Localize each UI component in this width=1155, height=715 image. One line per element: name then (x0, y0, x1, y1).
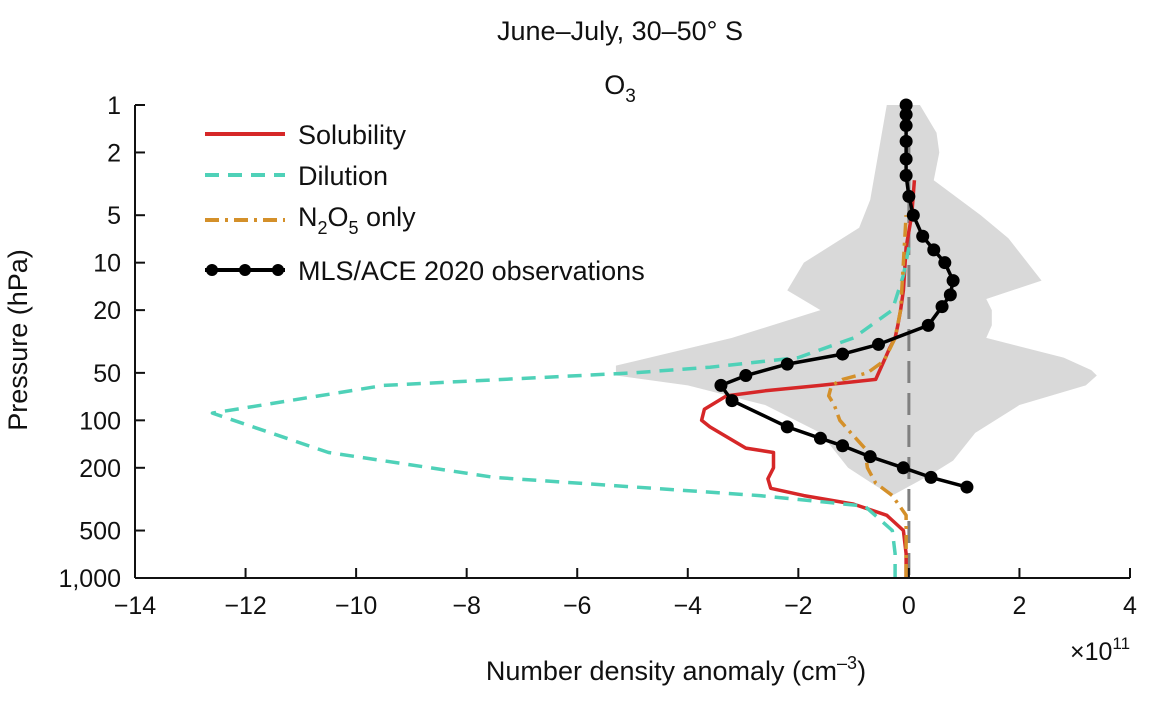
legend-label-observations: MLS/ACE 2020 observations (298, 256, 645, 286)
legend-label-n2o5: N2O5 only (298, 202, 416, 238)
data-point-mls-ace-2020-observations-19 (916, 229, 930, 243)
data-point-mls-ace-2020-observations-13 (921, 318, 935, 332)
data-point-mls-ace-2020-observations-26 (899, 108, 913, 122)
x-axis-multiplier: ×1011 (1070, 634, 1130, 666)
data-point-mls-ace-2020-observations-15 (943, 288, 957, 302)
data-point-mls-ace-2020-observations-17 (938, 256, 952, 270)
legend-marker-observations-mid (239, 264, 251, 276)
data-point-mls-ace-2020-observations-27 (899, 98, 913, 112)
legend: Solubility Dilution N2O5 only MLS/ACE 20… (205, 120, 645, 286)
y-axis-label: Pressure (hPa) (3, 249, 33, 431)
data-point-mls-ace-2020-observations-4 (836, 439, 850, 453)
x-tick-label: −4 (674, 592, 703, 620)
data-point-mls-ace-2020-observations-6 (780, 420, 794, 434)
data-point-mls-ace-2020-observations-1 (924, 470, 938, 484)
y-tick-label: 200 (79, 455, 121, 483)
x-tick-label: 2 (1012, 592, 1026, 620)
x-tick-label: −10 (335, 592, 377, 620)
x-axis-label: Number density anomaly (cm–3) (486, 653, 866, 686)
observation-uncertainty-band (615, 105, 1097, 496)
data-point-mls-ace-2020-observations-24 (899, 134, 913, 148)
data-point-mls-ace-2020-observations-11 (836, 347, 850, 361)
data-point-mls-ace-2020-observations-9 (739, 369, 753, 383)
data-point-mls-ace-2020-observations-8 (714, 378, 728, 392)
data-point-mls-ace-2020-observations-25 (899, 119, 913, 133)
x-tick-label: 0 (902, 592, 916, 620)
series-layer (210, 98, 974, 578)
series-line-mls-ace-2020-observations (719, 105, 968, 489)
x-tick-label: −14 (114, 592, 157, 620)
data-point-mls-ace-2020-observations-12 (871, 337, 885, 351)
y-tick-label: 5 (107, 202, 121, 230)
data-point-mls-ace-2020-observations-23 (899, 152, 913, 166)
legend-label-dilution: Dilution (298, 161, 388, 191)
y-tick-label: 100 (79, 407, 121, 435)
data-point-mls-ace-2020-observations-14 (935, 300, 949, 314)
y-tick-label: 1,000 (58, 565, 121, 593)
y-tick-label: 50 (93, 360, 121, 388)
series-line-dilution (210, 247, 911, 578)
x-tick-label: −2 (784, 592, 813, 620)
x-tick-label: −8 (452, 592, 481, 620)
data-point-mls-ace-2020-observations-0 (960, 480, 974, 494)
chart-subtitle: O3 (604, 70, 636, 107)
y-tick-label: 1 (107, 92, 121, 120)
x-tick-label: 4 (1123, 592, 1137, 620)
data-point-mls-ace-2020-observations-18 (927, 243, 941, 257)
legend-label-solubility: Solubility (298, 120, 407, 150)
data-point-mls-ace-2020-observations-5 (813, 431, 827, 445)
y-tick-label: 2 (107, 139, 121, 167)
uncertainty-band-layer (615, 105, 1097, 496)
data-point-mls-ace-2020-observations-16 (946, 274, 960, 288)
y-tick-label: 20 (93, 297, 121, 325)
data-point-mls-ace-2020-observations-3 (863, 450, 877, 464)
data-point-mls-ace-2020-observations-21 (902, 189, 916, 203)
y-tick-label: 500 (79, 518, 121, 546)
data-point-mls-ace-2020-observations-10 (780, 357, 794, 371)
legend-marker-observations-end (272, 264, 284, 276)
x-tick-label: −12 (224, 592, 266, 620)
data-point-mls-ace-2020-observations-2 (896, 461, 910, 475)
legend-marker-observations-start (206, 264, 218, 276)
data-point-mls-ace-2020-observations-20 (906, 208, 920, 222)
x-tick-label: −6 (563, 592, 592, 620)
chart-title: June–July, 30–50° S (497, 16, 743, 46)
data-point-mls-ace-2020-observations-7 (725, 394, 739, 408)
data-point-mls-ace-2020-observations-22 (899, 169, 913, 183)
y-tick-label: 10 (93, 250, 121, 278)
